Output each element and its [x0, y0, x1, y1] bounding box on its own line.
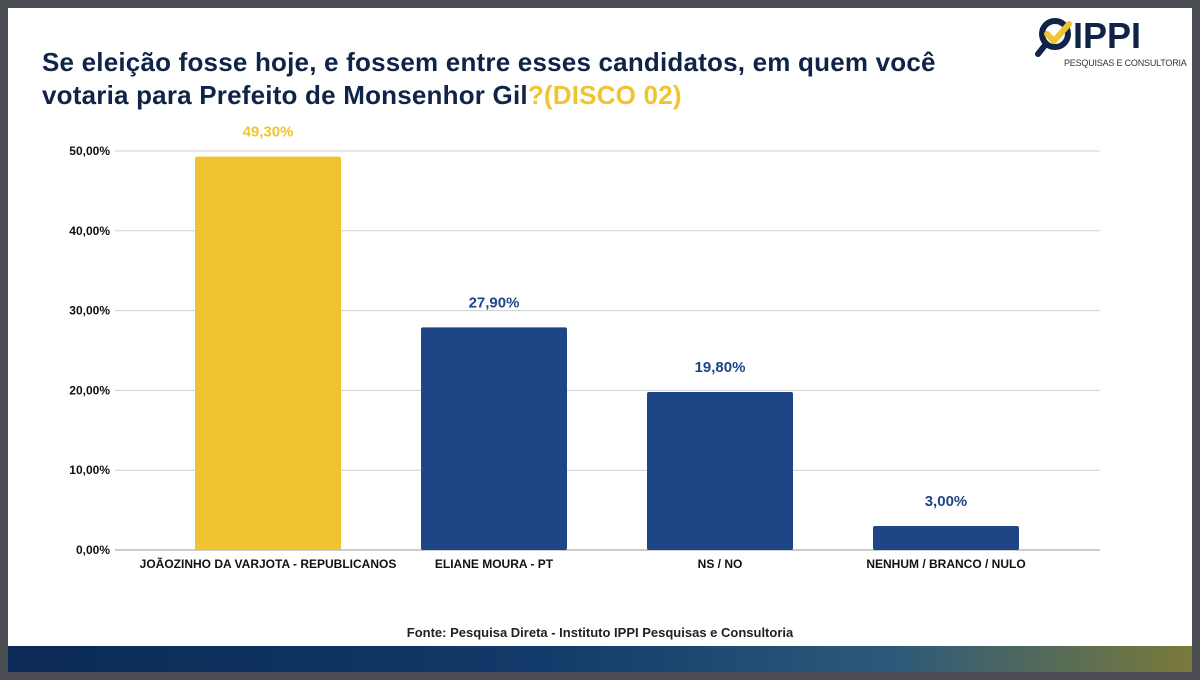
y-tick-label: 20,00%	[69, 383, 110, 397]
magnifier-icon	[1039, 18, 1071, 50]
logo-text: IPPI	[1073, 15, 1141, 56]
source-note: Fonte: Pesquisa Direta - Instituto IPPI …	[406, 625, 794, 640]
x-tick-label: JOÃOZINHO DA VARJOTA - REPUBLICANOS	[140, 556, 397, 571]
bar	[873, 526, 1019, 550]
logo-subtitle: PESQUISAS E CONSULTORIA	[1064, 58, 1187, 68]
y-tick-label: 50,00%	[69, 144, 110, 158]
check-icon	[1044, 21, 1072, 44]
x-tick-label: ELIANE MOURA - PT	[435, 557, 554, 571]
chart-title: Se eleição fosse hoje, e fossem entre es…	[42, 46, 1002, 112]
data-label: 3,00%	[925, 493, 968, 510]
bar	[195, 156, 341, 550]
data-label: 27,90%	[469, 294, 520, 311]
x-tick-label: NS / NO	[698, 557, 743, 571]
footer-band	[8, 646, 1192, 672]
title-main: Se eleição fosse hoje, e fossem entre es…	[42, 47, 936, 110]
bar	[421, 327, 567, 550]
data-label: 49,30%	[243, 124, 294, 141]
title-highlight: ?(DISCO 02)	[527, 80, 682, 110]
data-label: 19,80%	[695, 359, 746, 376]
y-tick-label: 0,00%	[76, 543, 110, 557]
ippi-logo: IPPI	[1035, 15, 1141, 57]
y-tick-label: 30,00%	[69, 304, 110, 318]
y-tick-label: 40,00%	[69, 224, 110, 238]
bar	[647, 391, 793, 550]
x-tick-label: NENHUM / BRANCO / NULO	[866, 557, 1025, 571]
y-tick-label: 10,00%	[69, 463, 110, 477]
